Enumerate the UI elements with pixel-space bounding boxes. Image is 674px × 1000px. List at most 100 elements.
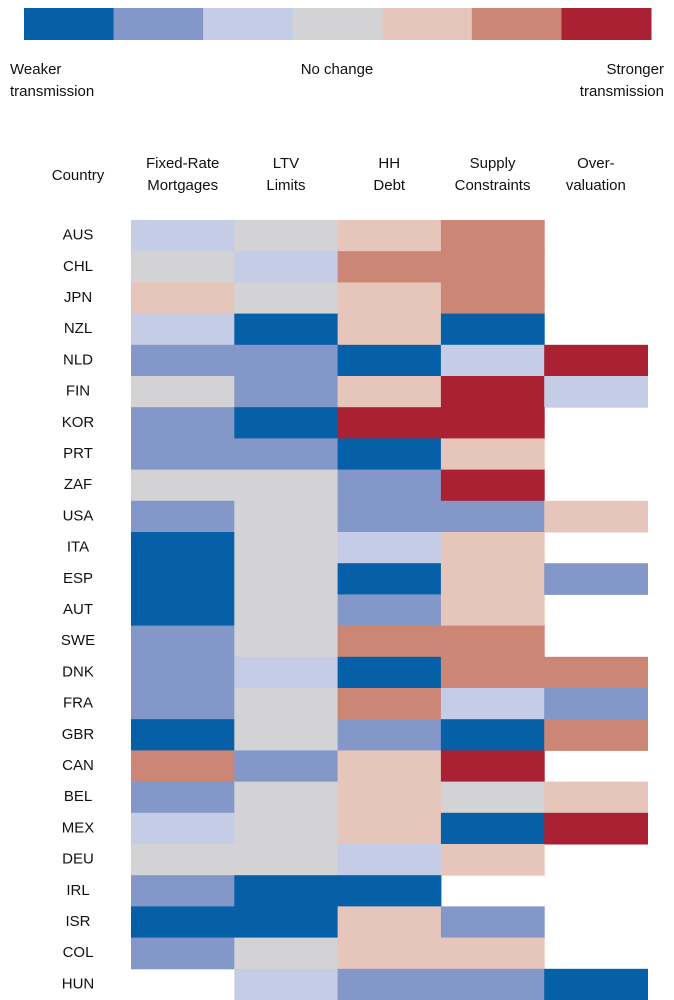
- legend-label: transmission: [10, 83, 94, 100]
- heat-cell: [131, 532, 235, 564]
- heat-cell: [337, 625, 442, 658]
- heat-cell: [131, 469, 235, 502]
- heat-cell: [234, 282, 339, 315]
- heat-cell: [131, 344, 235, 377]
- column-header: Supply: [470, 155, 516, 172]
- heat-cell: [337, 313, 442, 346]
- heat-cell: [337, 282, 442, 315]
- heat-cell: [234, 594, 339, 627]
- heat-cell: [440, 719, 545, 751]
- row-label: NLD: [63, 351, 93, 368]
- row-label: DNK: [62, 663, 94, 680]
- row-label: PRT: [63, 445, 93, 462]
- heat-cell: [131, 781, 235, 814]
- heat-cell: [440, 688, 545, 720]
- heat-cell: [337, 563, 442, 595]
- column-header: Over-: [577, 155, 615, 172]
- heat-cell: [440, 532, 545, 564]
- row-label: AUS: [63, 227, 94, 244]
- heat-cell: [337, 407, 442, 439]
- heat-cell: [234, 407, 339, 439]
- heat-cell: [544, 968, 648, 1000]
- row-label: FRA: [63, 695, 93, 712]
- row-label: ESP: [63, 570, 93, 587]
- row-label: NZL: [64, 320, 92, 337]
- legend-swatch: [561, 8, 652, 40]
- heat-cell: [131, 500, 235, 533]
- heat-cell: [440, 750, 545, 783]
- heat-cell: [131, 688, 235, 720]
- heat-cell: [544, 376, 648, 408]
- heat-cell: [234, 875, 339, 907]
- heat-cell: [131, 750, 235, 783]
- column-header: Constraints: [455, 177, 531, 194]
- heat-cell: [544, 719, 648, 751]
- row-label: BEL: [64, 788, 92, 805]
- row-label: KOR: [62, 414, 95, 431]
- heat-cell: [440, 781, 545, 814]
- legend-label: No change: [301, 61, 374, 78]
- heat-cell: [234, 313, 339, 346]
- column-header: Fixed-Rate: [146, 155, 219, 172]
- legend-swatch: [292, 8, 383, 40]
- heat-cell: [234, 532, 339, 564]
- heat-cell: [337, 438, 442, 471]
- row-label: GBR: [62, 726, 95, 743]
- heat-cell: [131, 812, 235, 845]
- heat-cell: [131, 875, 235, 907]
- row-label: ITA: [67, 539, 89, 556]
- heat-cell: [337, 750, 442, 783]
- heat-cell: [234, 812, 339, 845]
- heat-cell: [234, 781, 339, 814]
- heat-cell: [131, 656, 235, 689]
- heat-cell: [234, 251, 339, 283]
- heat-cell: [440, 282, 545, 315]
- heat-cell: [337, 376, 442, 408]
- legend-label: Stronger: [606, 61, 664, 78]
- heat-cell: [544, 563, 648, 595]
- row-header: Country: [52, 167, 105, 184]
- heat-cell: [131, 313, 235, 346]
- heat-cell: [440, 407, 545, 439]
- heat-cell: [234, 220, 339, 252]
- legend-swatch: [113, 8, 204, 40]
- heat-cell: [234, 656, 339, 689]
- heat-cell: [337, 532, 442, 564]
- heat-cell: [234, 906, 339, 939]
- heat-cell: [440, 438, 545, 471]
- heat-cell: [440, 563, 545, 595]
- heat-cell: [234, 719, 339, 751]
- legend-label: transmission: [580, 83, 664, 100]
- heat-cell: [131, 563, 235, 595]
- heat-cell: [337, 220, 442, 252]
- legend-swatch: [382, 8, 473, 40]
- heat-cell: [440, 220, 545, 252]
- heat-cell: [131, 376, 235, 408]
- heat-cell: [234, 937, 339, 970]
- heat-cell: [234, 344, 339, 377]
- heat-cell: [234, 688, 339, 720]
- heat-cell: [337, 781, 442, 814]
- heat-cell: [234, 563, 339, 595]
- heat-cell: [440, 844, 545, 876]
- row-label: JPN: [64, 289, 92, 306]
- row-label: CAN: [62, 757, 94, 774]
- heat-cell: [544, 344, 648, 377]
- heat-cell: [131, 251, 235, 283]
- heat-cell: [131, 625, 235, 658]
- heat-cell: [234, 625, 339, 658]
- heat-cell: [131, 937, 235, 970]
- heat-cell: [440, 812, 545, 845]
- heat-cell: [440, 594, 545, 627]
- heat-cell: [337, 844, 442, 876]
- heat-cell: [544, 500, 648, 533]
- heat-cell: [440, 968, 545, 1000]
- heat-cell: [440, 937, 545, 970]
- heat-cell: [131, 719, 235, 751]
- heat-cell: [337, 875, 442, 907]
- row-label: USA: [63, 507, 94, 524]
- legend-swatch: [24, 8, 115, 40]
- legend-label: Weaker: [10, 61, 61, 78]
- legend-swatch: [203, 8, 294, 40]
- row-label: CHL: [63, 258, 93, 275]
